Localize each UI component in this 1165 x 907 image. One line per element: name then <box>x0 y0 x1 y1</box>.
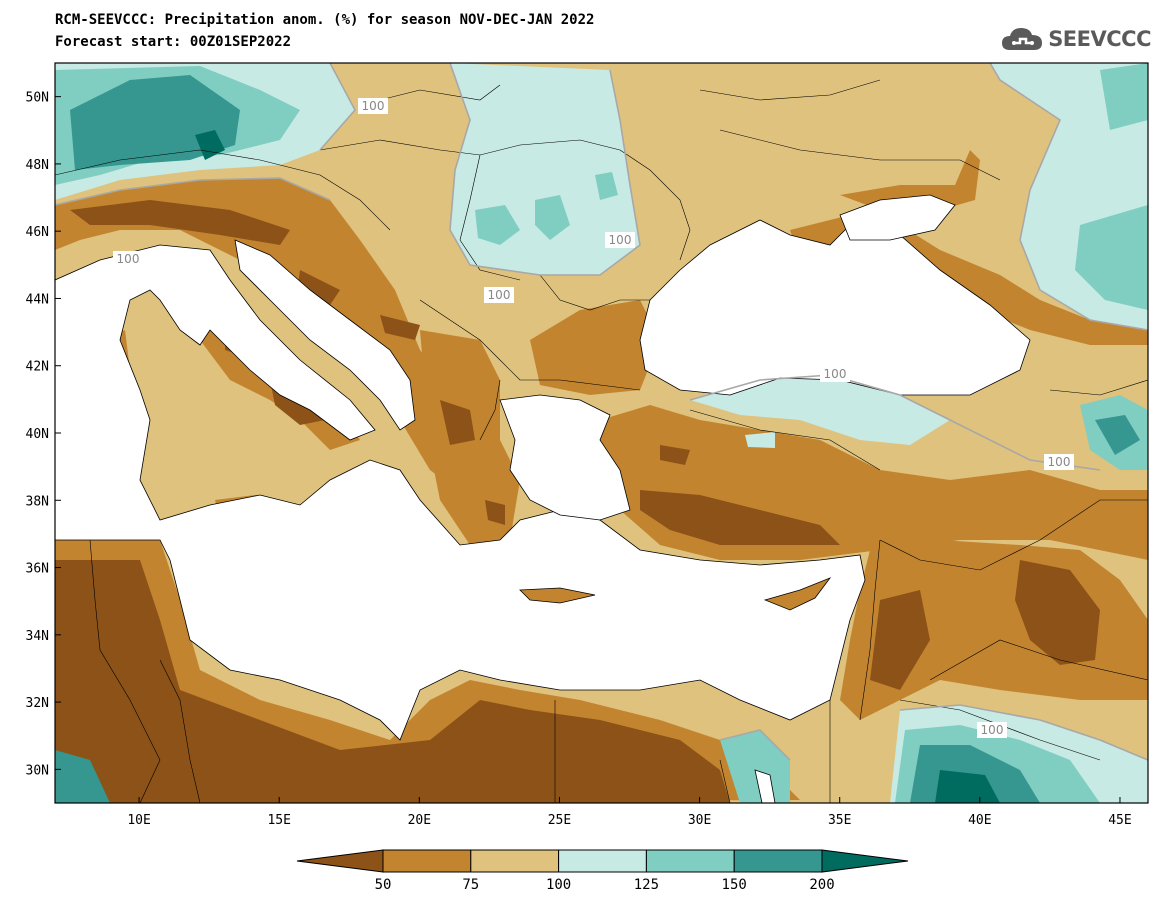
contour-label: 100 <box>820 366 850 382</box>
anomaly-region-sinai-wet <box>720 730 790 803</box>
contour-labels: 100 100 100 100 100 100 100 <box>113 98 1074 738</box>
colorbar-label: 200 <box>809 877 834 893</box>
anomaly-region-balkans-dry-core <box>440 400 505 525</box>
svg-text:100: 100 <box>117 252 140 266</box>
anomaly-region-bulgaria-dry <box>530 300 660 395</box>
crete-island <box>519 587 596 604</box>
red-sea-gulf <box>754 769 776 803</box>
colorbar-label: 50 <box>375 877 392 893</box>
contour-label: 100 <box>605 232 635 248</box>
y-axis: 50N 48N 46N 44N 42N 40N 38N 36N 34N 32N 30N <box>26 91 61 778</box>
x-tick-label: 20E <box>408 813 431 828</box>
colorbar-max-triangle <box>821 849 909 873</box>
contour-lines-100 <box>55 63 1148 761</box>
y-tick-label: 30N <box>26 763 49 778</box>
contour-label: 100 <box>1044 454 1074 470</box>
anomaly-region-anatolia-wet <box>690 375 950 448</box>
x-tick-label: 40E <box>968 813 991 828</box>
anomaly-region-north-africa-dry-core <box>55 560 730 803</box>
contour-label: 100 <box>358 98 388 114</box>
map-title: RCM-SEEVCCC: Precipitation anom. (%) for… <box>55 12 595 28</box>
sea-of-azov <box>839 194 956 241</box>
anomaly-region-crimea-dry-core <box>840 150 980 210</box>
x-tick-label: 35E <box>828 813 851 828</box>
anomaly-region-alps-wet-peak <box>195 130 225 160</box>
colorbar-segment <box>382 849 472 873</box>
x-tick-label: 45E <box>1108 813 1131 828</box>
colorbar-segment <box>733 849 823 873</box>
logo-text: SEEVCCC <box>1048 27 1151 51</box>
colorbar: 50 75 100 125 150 200 <box>296 849 909 893</box>
anomaly-region-carpathian-wet-core <box>475 172 618 245</box>
contour-label: 100 <box>484 287 514 303</box>
adriatic-sea <box>234 239 416 431</box>
svg-text:100: 100 <box>362 99 385 113</box>
x-axis: 10E 15E 20E 25E 30E 35E 40E 45E <box>127 797 1132 828</box>
anomaly-region-caucasus-wet-core <box>1095 415 1140 455</box>
y-tick-label: 32N <box>26 696 49 711</box>
mediterranean-sea <box>55 244 866 741</box>
y-tick-label: 48N <box>26 158 49 173</box>
anomaly-region-arabia-wet-peak <box>935 770 1000 803</box>
colorbar-segment <box>645 849 735 873</box>
colorbar-label: 150 <box>722 877 747 893</box>
contour-label: 100 <box>113 251 143 267</box>
x-tick-label: 15E <box>267 813 290 828</box>
forecast-start-label: Forecast start: 00Z01SEP2022 <box>55 34 292 50</box>
y-tick-label: 40N <box>26 427 49 442</box>
svg-text:100: 100 <box>609 233 632 247</box>
black-sea <box>639 219 1031 396</box>
y-tick-label: 34N <box>26 629 49 644</box>
y-tick-label: 46N <box>26 225 49 240</box>
colorbar-label: 125 <box>634 877 659 893</box>
svg-text:100: 100 <box>824 367 847 381</box>
y-tick-label: 50N <box>26 91 49 106</box>
seevccc-logo: SEEVCCC <box>1000 24 1151 54</box>
svg-text:100: 100 <box>488 288 511 302</box>
anomaly-region-alps-wet-core <box>70 75 240 170</box>
y-tick-label: 38N <box>26 494 49 509</box>
colorbar-segment <box>558 849 647 873</box>
colorbar-label: 75 <box>462 877 479 893</box>
y-tick-label: 36N <box>26 562 49 577</box>
colorbar-segment <box>470 849 560 873</box>
svg-text:100: 100 <box>981 723 1004 737</box>
svg-text:100: 100 <box>1048 455 1071 469</box>
anomaly-region-northeast-wet-core <box>1075 63 1148 310</box>
x-tick-label: 30E <box>688 813 711 828</box>
colorbar-label: 100 <box>546 877 571 893</box>
aegean-sea <box>499 394 631 521</box>
cloud-icon <box>1002 28 1043 50</box>
x-tick-label: 25E <box>548 813 571 828</box>
cyprus-island <box>763 577 832 611</box>
y-tick-label: 44N <box>26 292 49 307</box>
x-tick-label: 10E <box>127 813 150 828</box>
country-borders <box>55 79 1148 803</box>
anomaly-region-levant-dry-core <box>870 560 1100 690</box>
y-tick-label: 42N <box>26 360 49 375</box>
colorbar-min-triangle <box>296 849 384 873</box>
anomaly-region-alps-dry-core <box>70 200 420 340</box>
anomaly-region-sahara-wet <box>55 750 110 803</box>
anomaly-field: 100 100 100 100 100 100 100 <box>55 63 1148 803</box>
contour-label: 100 <box>977 722 1007 738</box>
anomaly-region-anatolia-dry-core <box>640 445 840 545</box>
